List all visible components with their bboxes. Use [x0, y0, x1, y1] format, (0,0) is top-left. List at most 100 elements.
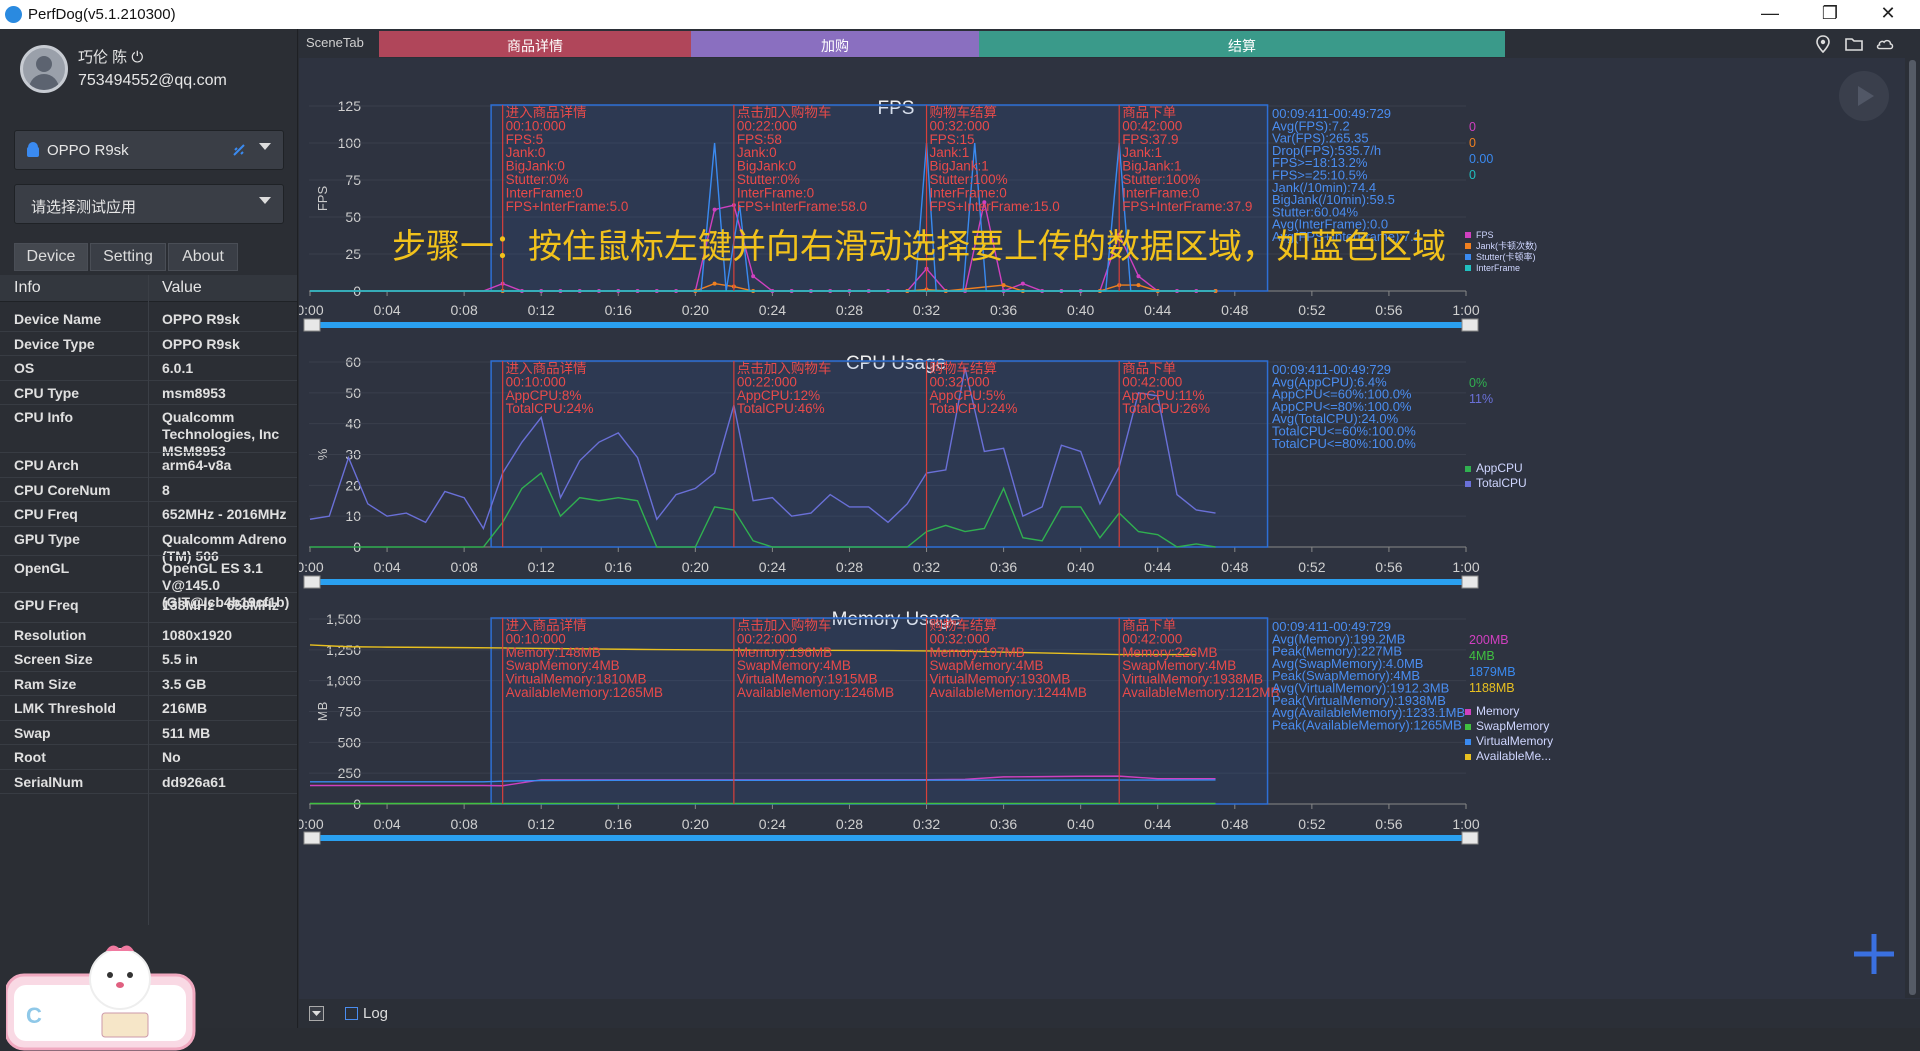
current-value: 200MB — [1469, 633, 1509, 647]
summary-stat: Avg(FPS+InterFrame):7.2 — [1272, 229, 1421, 244]
charts-area[interactable]: FPSFPS02550751001250:000:040:080:120:160… — [299, 59, 1920, 999]
x-tick-label: 0:52 — [1298, 816, 1325, 832]
chevron-down-icon — [259, 197, 271, 204]
info-value: 3.5 GB — [162, 676, 207, 692]
add-marker-button[interactable] — [1844, 924, 1904, 984]
device-select-value: OPPO R9sk — [47, 142, 129, 159]
info-value: OPPO R9sk — [162, 336, 240, 352]
legend-swatch — [1465, 466, 1471, 472]
x-tick-label: 0:20 — [682, 816, 709, 832]
folder-icon[interactable] — [1844, 34, 1864, 54]
x-tick-label: 0:16 — [605, 816, 632, 832]
marker-label: TotalCPU:24% — [506, 401, 594, 416]
marker-label: 商品下单 — [1122, 618, 1176, 633]
x-tick-label: 0:28 — [836, 816, 863, 832]
legend-swatch — [1465, 243, 1471, 249]
x-tick-label: 0:08 — [451, 302, 478, 318]
x-tick-label: 0:44 — [1144, 559, 1171, 575]
x-tick-label: 0:56 — [1375, 559, 1402, 575]
summary-stat: Avg(AvailableMemory):1233.1MB — [1272, 705, 1465, 720]
info-key: SerialNum — [14, 774, 84, 790]
perfdog-logo-icon — [5, 6, 22, 23]
info-key: CPU CoreNum — [14, 482, 111, 498]
marker-label: AppCPU:8% — [506, 388, 582, 403]
info-value: 133MHz - 650MHz — [162, 597, 279, 613]
info-value: 511 MB — [162, 725, 211, 741]
minimize-button[interactable]: — — [1761, 3, 1779, 23]
device-select[interactable]: OPPO R9sk — [14, 130, 284, 170]
x-tick-label: 0:24 — [759, 559, 786, 575]
instruction-overlay: 步骤一：按住鼠标左键并向右滑动选择要上传的数据区域，如蓝色区域 — [392, 228, 1446, 266]
info-key: Device Name — [14, 311, 102, 327]
data-point — [712, 207, 717, 212]
marker-label: 00:42:000 — [1122, 631, 1182, 646]
info-value: 6.0.1 — [162, 360, 194, 376]
x-tick-label: 0:16 — [605, 302, 632, 318]
marker-label: 00:10:000 — [506, 118, 566, 133]
legend-label: TotalCPU — [1476, 476, 1527, 490]
current-value: 0.00 — [1469, 152, 1493, 166]
marker-label: 00:10:000 — [506, 374, 566, 389]
summary-stat: FPS>=25:10.5% — [1272, 168, 1368, 183]
legend-swatch — [1465, 724, 1471, 730]
x-tick-label: 0:32 — [913, 302, 940, 318]
play-button[interactable] — [1839, 71, 1889, 121]
app-select-placeholder: 请选择测试应用 — [31, 199, 137, 216]
marker-label: BigJank:0 — [506, 159, 565, 174]
scene-tab-checkout[interactable]: 结算 — [979, 31, 1505, 57]
location-icon[interactable] — [1813, 34, 1833, 54]
marker-label: SwapMemory:4MB — [506, 658, 620, 673]
scene-tab-add-cart[interactable]: 加购 — [691, 31, 979, 57]
marker-label: FPS+InterFrame:15.0 — [930, 199, 1060, 214]
info-key: CPU Freq — [14, 506, 78, 522]
summary-stat: 00:09:411-00:49:729 — [1272, 619, 1391, 634]
scrollbar-thumb[interactable] — [1909, 60, 1916, 995]
series-line-VirtualMemory — [310, 779, 1216, 783]
slider-handle-right — [1461, 318, 1479, 332]
info-key: Swap — [14, 725, 51, 741]
x-tick-label: 0:04 — [373, 302, 400, 318]
marker-label: FPS+InterFrame:37.9 — [1122, 199, 1252, 214]
log-checkbox[interactable] — [345, 1007, 358, 1020]
x-tick-label: 0:28 — [836, 302, 863, 318]
cloud-icon[interactable] — [1875, 34, 1895, 54]
close-button[interactable]: ✕ — [1880, 3, 1896, 23]
x-tick-label: 0:40 — [1067, 302, 1094, 318]
x-tick-label: 0:12 — [528, 559, 555, 575]
info-value: 5.5 in — [162, 651, 198, 667]
info-key: CPU Arch — [14, 457, 79, 473]
x-tick-label: 0:32 — [913, 816, 940, 832]
vertical-scrollbar[interactable] — [1905, 58, 1920, 998]
info-key: LMK Threshold — [14, 700, 116, 716]
legend-label: AppCPU — [1476, 461, 1523, 475]
app-select[interactable]: 请选择测试应用 — [14, 184, 284, 224]
marker-label: 进入商品详情 — [506, 361, 587, 376]
tab-device[interactable]: Device — [14, 243, 88, 271]
x-tick-label: 0:16 — [605, 559, 632, 575]
x-tick-label: 0:44 — [1144, 816, 1171, 832]
summary-stat: 00:09:411-00:49:729 — [1272, 106, 1391, 121]
tab-setting[interactable]: Setting — [90, 243, 166, 271]
scene-tab-product-detail[interactable]: 商品详情 — [379, 31, 691, 57]
marker-label: 购物车结算 — [930, 360, 998, 376]
marker-label: FPS:37.9 — [1122, 132, 1178, 147]
current-value: 1188MB — [1469, 681, 1515, 695]
tab-about[interactable]: About — [168, 243, 238, 271]
x-tick-label: 0:56 — [1375, 302, 1402, 318]
info-value: msm8953 — [162, 385, 226, 401]
legend-label: Memory — [1476, 704, 1519, 718]
marker-label: VirtualMemory:1810MB — [506, 672, 647, 687]
chart-title: FPS — [878, 98, 915, 119]
link-icon[interactable] — [231, 142, 249, 160]
marker-label: 进入商品详情 — [506, 618, 587, 633]
x-tick-label: 1:00 — [1452, 816, 1479, 832]
restore-button[interactable]: ❐ — [1821, 3, 1839, 23]
marker-label: FPS:58 — [737, 132, 782, 147]
chart-title: CPU Usage — [846, 353, 946, 374]
marker-label: AvailableMemory:1265MB — [506, 685, 663, 700]
avatar[interactable] — [20, 45, 68, 93]
chevron-down-icon — [259, 143, 271, 150]
window-title: PerfDog(v5.1.210300) — [28, 6, 176, 23]
marker-label: Jank:1 — [930, 145, 970, 160]
expand-button[interactable] — [309, 1006, 324, 1021]
